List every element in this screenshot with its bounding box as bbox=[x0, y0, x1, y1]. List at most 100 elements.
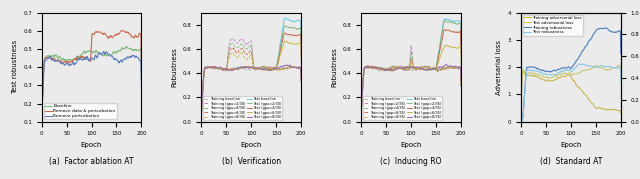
Training (gpu=4/30) bbox=[298, 81, 305, 83]
Remove perturbation bbox=[47, 56, 54, 58]
Training baseline bbox=[357, 109, 365, 111]
Test (gap=6/35) bbox=[412, 66, 419, 68]
Line: Training (gpu=2/30): Training (gpu=2/30) bbox=[202, 39, 301, 113]
Test (gap=8/35) bbox=[399, 67, 407, 69]
Line: Training (gap=4/35): Training (gap=4/35) bbox=[361, 52, 461, 111]
Training (gap=8/35) bbox=[358, 100, 365, 102]
Baseline bbox=[138, 79, 145, 81]
Y-axis label: Adversarial loss: Adversarial loss bbox=[496, 40, 502, 95]
Training baseline bbox=[205, 65, 212, 67]
Test robustness bbox=[526, 69, 534, 71]
Test robustness bbox=[517, 120, 525, 123]
Legend: Baseline, Remove data & perturbation, Remove perturbation: Baseline, Remove data & perturbation, Re… bbox=[44, 103, 116, 120]
Baseline bbox=[38, 121, 45, 123]
Test (gap=2/35) bbox=[366, 66, 374, 68]
Training (gpu=6/30) bbox=[240, 50, 248, 52]
Test (gpu=4/30) bbox=[207, 66, 214, 68]
Training (gpu=4/30) bbox=[228, 42, 236, 44]
Test (gpu=2/30) bbox=[198, 106, 205, 108]
Test (gap=6/35) bbox=[366, 67, 374, 69]
Training (gap=4/35) bbox=[394, 65, 401, 67]
Training (gap=4/35) bbox=[457, 86, 465, 88]
Training (gpu=8/30) bbox=[198, 112, 205, 114]
Test adversarial loss bbox=[617, 79, 625, 81]
Training adversarial loss bbox=[527, 74, 534, 76]
Training robustness bbox=[554, 69, 561, 71]
Test (gap=6/35) bbox=[394, 67, 401, 69]
Training baseline bbox=[394, 66, 402, 69]
Training (gpu=6/30) bbox=[228, 47, 236, 49]
Test baseline bbox=[412, 67, 419, 69]
Line: Test (gap=8/35): Test (gap=8/35) bbox=[361, 64, 461, 113]
Test (gap=6/35) bbox=[457, 64, 465, 66]
Training (gap=2/35) bbox=[412, 68, 419, 70]
Remove data & perturbation bbox=[38, 121, 45, 123]
Training robustness bbox=[559, 67, 567, 69]
Test baseline bbox=[198, 113, 205, 115]
Test (gpu=4/30) bbox=[289, 34, 297, 37]
Baseline bbox=[130, 49, 138, 51]
Test (gpu=8/30) bbox=[239, 66, 247, 68]
Training (gap=8/35) bbox=[407, 60, 415, 62]
Training (gap=8/35) bbox=[457, 84, 465, 87]
Test (gap=6/35) bbox=[443, 44, 451, 46]
Training (gpu=6/30) bbox=[198, 105, 205, 107]
Test baseline bbox=[457, 45, 465, 47]
Test (gpu=4/30) bbox=[198, 113, 205, 115]
Training adversarial loss bbox=[518, 93, 525, 95]
Training baseline bbox=[449, 67, 457, 69]
Training (gpu=4/30) bbox=[289, 66, 297, 68]
Line: Training baseline: Training baseline bbox=[202, 66, 301, 114]
Test (gap=2/35) bbox=[399, 67, 407, 69]
Line: Training robustness: Training robustness bbox=[521, 28, 621, 121]
Training robustness bbox=[571, 62, 579, 64]
Test (gpu=8/30) bbox=[198, 105, 205, 108]
Test (gap=4/35) bbox=[441, 28, 449, 30]
Remove perturbation bbox=[100, 50, 108, 53]
Training robustness bbox=[526, 66, 534, 68]
Training (gpu=2/30) bbox=[198, 112, 205, 114]
Test (gap=2/35) bbox=[412, 67, 419, 69]
Remove data & perturbation bbox=[47, 56, 54, 58]
Training (gpu=2/30) bbox=[240, 41, 248, 43]
Y-axis label: Robustness: Robustness bbox=[331, 47, 337, 87]
Test (gap=4/35) bbox=[457, 52, 465, 54]
Title: (c)  Inducing RO: (c) Inducing RO bbox=[380, 157, 442, 166]
Test baseline bbox=[207, 66, 214, 68]
Test (gpu=8/30) bbox=[289, 66, 297, 68]
Test baseline bbox=[198, 106, 205, 108]
Test (gap=6/35) bbox=[399, 66, 407, 68]
Training (gap=2/35) bbox=[399, 68, 407, 70]
Test baseline bbox=[234, 67, 242, 69]
Test (gpu=6/30) bbox=[252, 67, 259, 69]
Training adversarial loss bbox=[554, 77, 562, 79]
Test (gpu=8/30) bbox=[284, 64, 291, 66]
Baseline bbox=[47, 55, 54, 58]
Test (gpu=4/30) bbox=[298, 55, 305, 58]
X-axis label: Epoch: Epoch bbox=[560, 142, 582, 148]
Test baseline bbox=[394, 66, 401, 69]
Training baseline bbox=[252, 68, 260, 70]
Test (gpu=4/30) bbox=[239, 67, 247, 69]
Test (gap=8/35) bbox=[366, 67, 374, 69]
Training (gpu=6/30) bbox=[298, 81, 305, 83]
Remove data & perturbation bbox=[38, 108, 46, 110]
Test (gpu=2/30) bbox=[207, 66, 214, 68]
Line: Baseline: Baseline bbox=[42, 47, 141, 122]
Training baseline bbox=[367, 66, 374, 68]
Test robustness bbox=[609, 66, 617, 69]
Test adversarial loss bbox=[571, 72, 579, 75]
Training (gap=8/35) bbox=[366, 66, 374, 68]
Training (gpu=4/30) bbox=[252, 67, 260, 69]
Training (gap=2/35) bbox=[357, 110, 365, 113]
Test baseline bbox=[449, 20, 457, 22]
Line: Test (gpu=4/30): Test (gpu=4/30) bbox=[202, 33, 301, 114]
Test (gpu=8/30) bbox=[298, 79, 305, 81]
Test (gpu=6/30) bbox=[207, 66, 214, 69]
Training (gap=2/35) bbox=[394, 66, 401, 68]
Training (gap=4/35) bbox=[357, 110, 365, 112]
Line: Test (gpu=2/30): Test (gpu=2/30) bbox=[202, 26, 301, 114]
Training (gpu=6/30) bbox=[234, 51, 242, 53]
Training baseline bbox=[358, 100, 365, 102]
Test baseline bbox=[281, 17, 289, 19]
